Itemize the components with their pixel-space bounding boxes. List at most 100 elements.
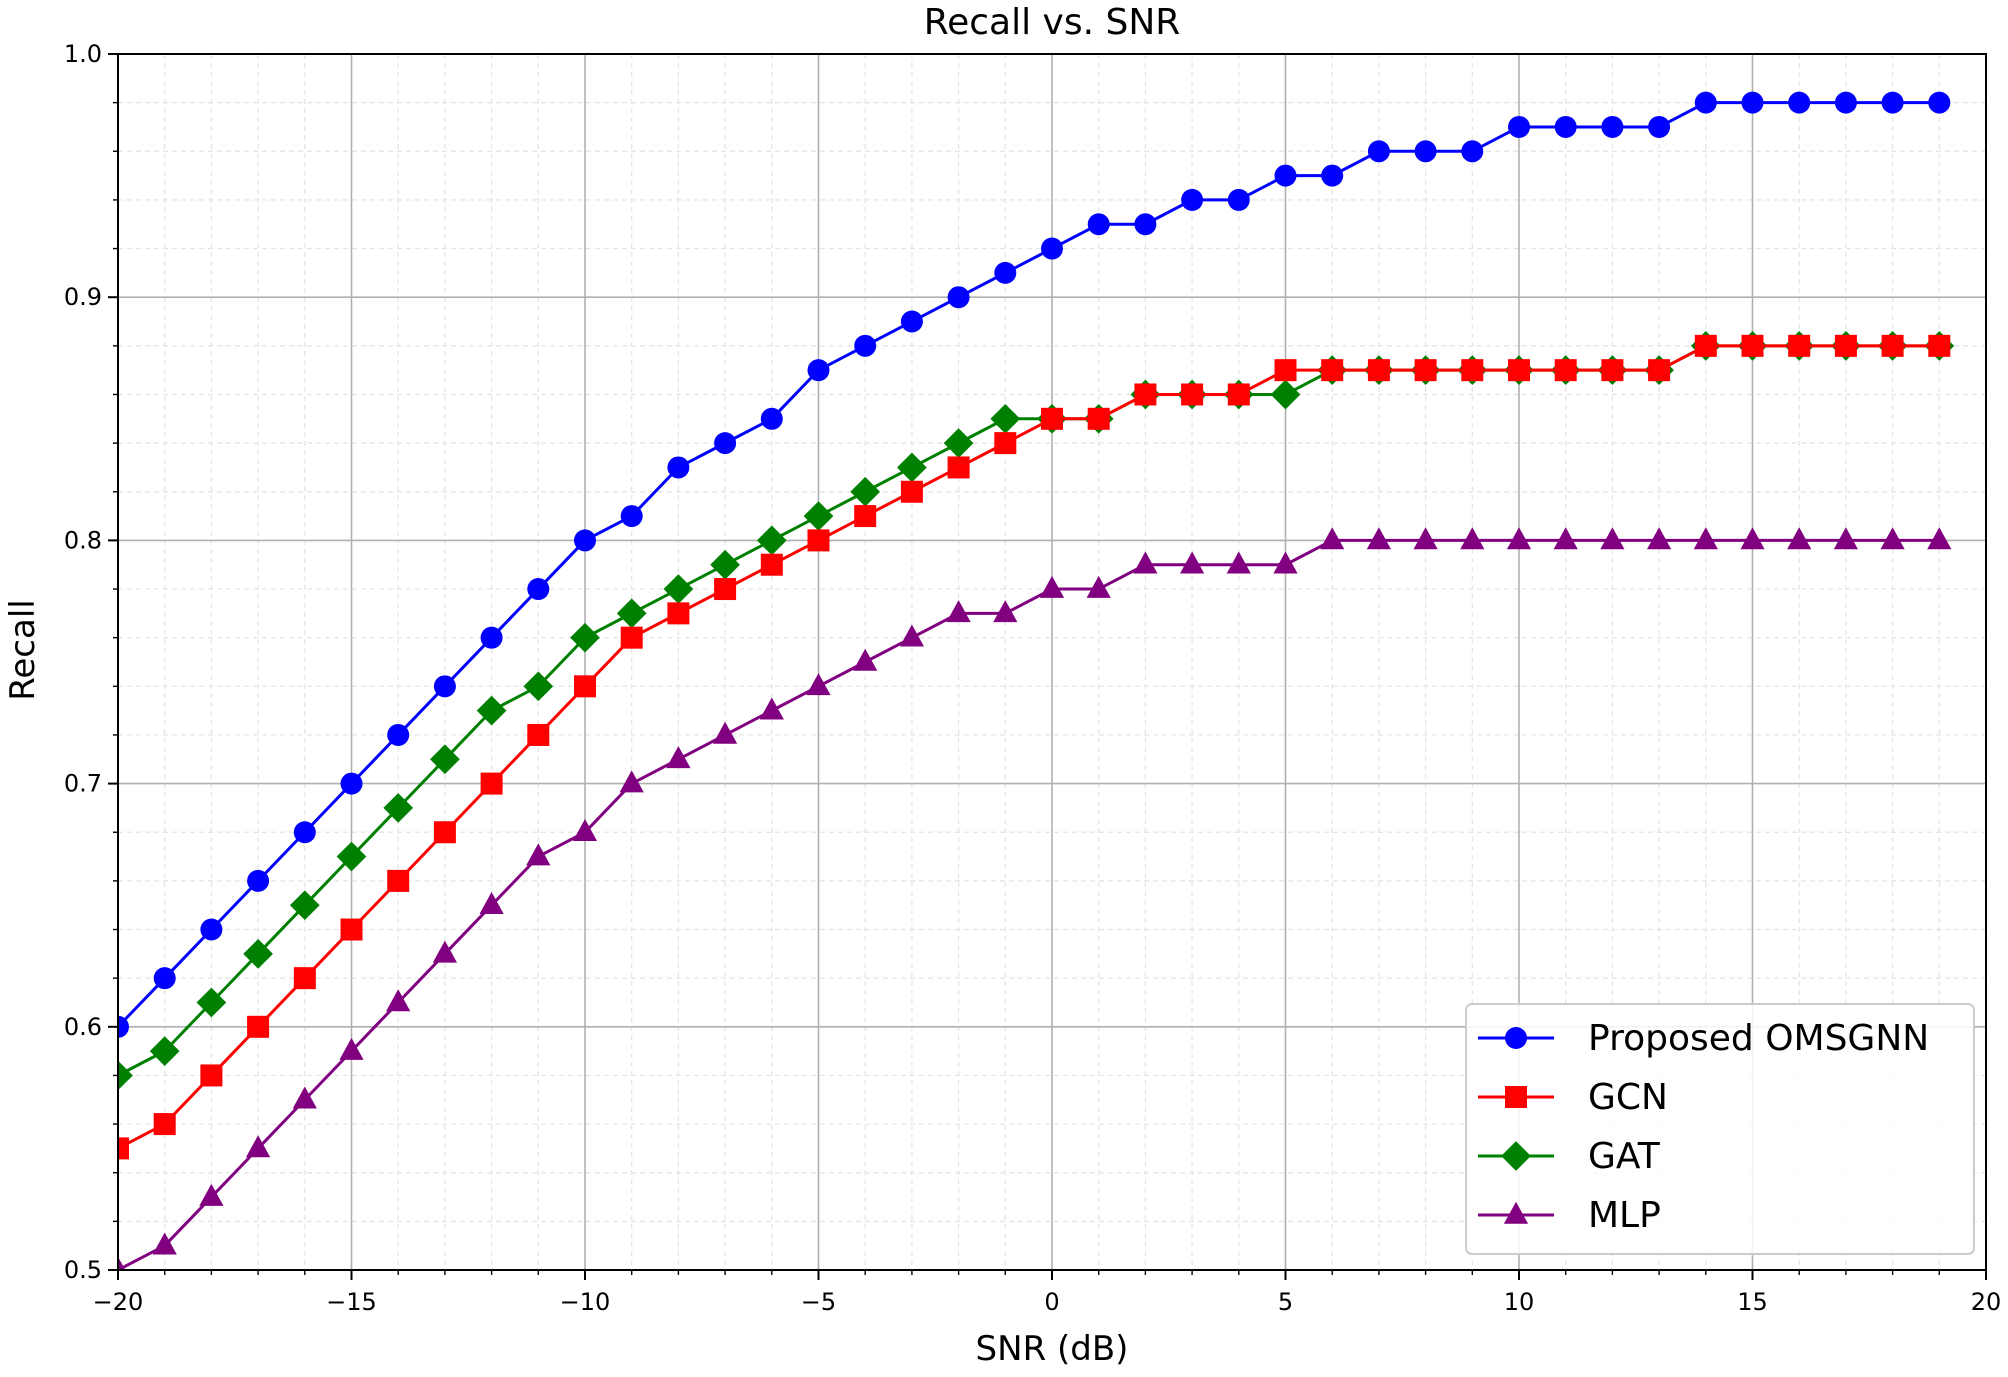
- series-line: [118, 538, 1940, 1270]
- data-point: [1086, 575, 1111, 598]
- data-point: [1601, 359, 1624, 382]
- data-point: [667, 456, 690, 479]
- data-point: [1880, 527, 1905, 550]
- series-line: [118, 101, 1940, 1028]
- data-point: [756, 525, 787, 556]
- data-point: [246, 1135, 271, 1158]
- data-point: [1041, 237, 1063, 260]
- y-tick-label: 0.6: [64, 1013, 102, 1041]
- data-point: [897, 452, 927, 483]
- data-point: [900, 480, 923, 503]
- data-point: [1648, 359, 1671, 382]
- data-point: [1694, 91, 1717, 114]
- data-point: [200, 1064, 223, 1087]
- data-point: [1181, 188, 1204, 211]
- data-point: [1553, 527, 1578, 550]
- data-point: [1227, 383, 1250, 406]
- data-point: [527, 578, 550, 601]
- data-point: [1600, 527, 1625, 550]
- data-point: [386, 989, 411, 1012]
- data-point: [1694, 334, 1717, 357]
- data-point: [713, 721, 738, 744]
- data-point: [1414, 140, 1437, 163]
- chart-title: Recall vs. SNR: [924, 2, 1181, 43]
- data-point: [430, 744, 460, 775]
- data-point: [1133, 551, 1158, 574]
- data-point: [900, 310, 923, 333]
- data-point: [572, 819, 598, 842]
- data-point: [149, 1036, 180, 1066]
- x-tick-label: 15: [1737, 1288, 1768, 1316]
- data-point: [1226, 551, 1251, 574]
- data-point: [854, 505, 877, 528]
- data-point: [990, 403, 1021, 434]
- x-tick-label: −20: [93, 1288, 144, 1316]
- data-point: [476, 695, 507, 726]
- data-point: [1039, 575, 1065, 598]
- data-point: [667, 602, 690, 625]
- y-tick-label: 0.7: [64, 770, 102, 798]
- data-point: [1508, 359, 1530, 382]
- data-point: [1227, 188, 1250, 211]
- data-point: [1180, 551, 1205, 574]
- data-point: [853, 648, 878, 671]
- data-point: [1461, 359, 1484, 382]
- data-point: [993, 600, 1018, 623]
- series-proposed-omsgnn: [118, 91, 1951, 1038]
- data-point: [714, 578, 737, 601]
- data-point: [710, 549, 740, 580]
- legend-marker: [1505, 1086, 1527, 1108]
- legend-marker: [1501, 1141, 1531, 1171]
- data-point: [479, 892, 504, 914]
- data-point: [760, 553, 783, 576]
- data-point: [574, 529, 596, 552]
- data-point: [1321, 164, 1344, 187]
- data-point: [243, 938, 273, 969]
- y-tick-label: 1.0: [64, 40, 102, 68]
- legend: Proposed OMSGNN GCN GAT MLP: [1465, 1003, 1975, 1255]
- data-point: [118, 1256, 126, 1270]
- y-tick-label: 0.5: [64, 1256, 102, 1284]
- data-point: [1087, 213, 1110, 236]
- x-tick-label: 5: [1278, 1288, 1293, 1316]
- data-point: [1366, 527, 1391, 550]
- data-point: [1367, 359, 1390, 382]
- legend-item: Proposed OMSGNN: [1478, 1018, 1929, 1059]
- legend-label: GCN: [1588, 1077, 1668, 1118]
- data-point: [118, 1137, 129, 1160]
- data-point: [1506, 527, 1532, 550]
- data-point: [994, 432, 1017, 455]
- data-point: [1320, 527, 1345, 550]
- data-point: [383, 793, 414, 823]
- legend-label: MLP: [1588, 1195, 1661, 1236]
- x-tick-label: −10: [560, 1288, 611, 1316]
- data-point: [1321, 359, 1344, 382]
- data-point: [196, 987, 227, 1018]
- legend-label: Proposed OMSGNN: [1588, 1018, 1929, 1059]
- data-point: [1648, 115, 1671, 138]
- data-point: [1460, 527, 1485, 550]
- data-point: [1834, 91, 1857, 114]
- data-point: [947, 286, 970, 309]
- series-gcn: [118, 334, 1951, 1160]
- data-point: [1508, 115, 1530, 138]
- data-point: [947, 456, 970, 479]
- data-point: [1601, 115, 1624, 138]
- data-point: [1788, 334, 1811, 357]
- data-point: [1181, 383, 1204, 406]
- legend-label: GAT: [1588, 1136, 1661, 1177]
- legend-marker: [1503, 1201, 1529, 1224]
- data-point: [946, 600, 971, 623]
- data-point: [714, 432, 737, 455]
- y-axis-ticks: 0.5 0.6 0.7 0.8 0.9 1.0: [64, 40, 118, 1284]
- data-point: [663, 574, 694, 604]
- data-point: [293, 967, 316, 990]
- data-point: [1647, 527, 1672, 550]
- legend-item: GAT: [1478, 1136, 1661, 1177]
- data-point: [118, 1015, 129, 1038]
- data-point: [1741, 334, 1764, 357]
- data-point: [432, 940, 457, 963]
- data-point: [433, 821, 456, 844]
